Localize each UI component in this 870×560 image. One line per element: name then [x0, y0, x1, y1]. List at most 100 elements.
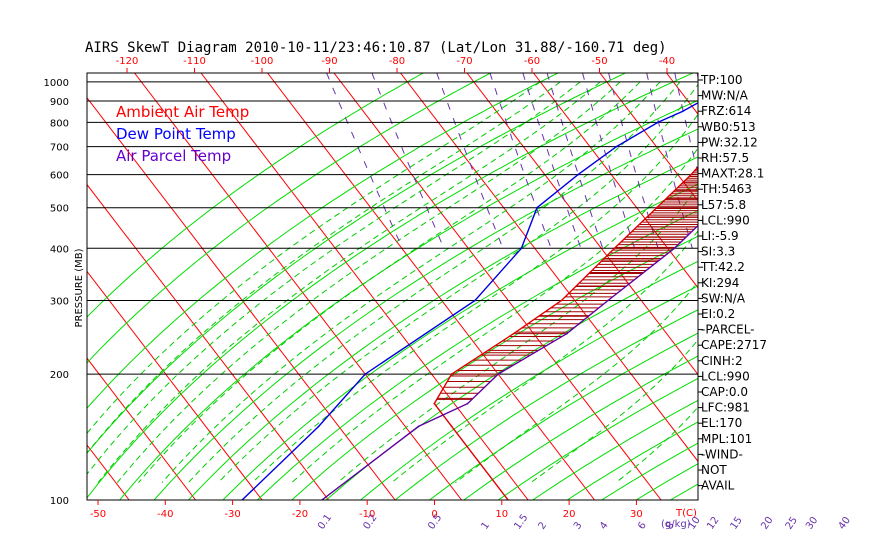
ambient-air-temp-point [613, 247, 616, 250]
moist-adiabat-line [87, 81, 541, 435]
dry-adiabat-line [774, 73, 870, 500]
dry-adiabat-line [739, 73, 870, 500]
mixing-ratio-tick-label: 4 [598, 520, 611, 532]
air-parcel-temp-point [607, 299, 609, 302]
isotherm-line [866, 73, 870, 500]
ambient-air-temp-point [560, 299, 563, 302]
legend-entry: Air Parcel Temp [116, 147, 231, 165]
dew-point-temp-point [536, 206, 538, 209]
dry-adiabat-line [360, 285, 698, 500]
moist-adiabat-line [827, 82, 870, 483]
index-label: L57:5.8 [701, 198, 746, 212]
dew-point-temp-point [615, 145, 618, 148]
x-axis-label: T(C) [675, 508, 697, 519]
air-parcel-temp-point [566, 332, 568, 335]
index-label: NOT [701, 463, 727, 477]
bottom-temp-tick-label: -10 [359, 509, 375, 520]
top-temp-tick-label: -100 [251, 56, 274, 67]
bottom-temp-tick-label: -40 [157, 509, 173, 520]
index-label: KI:294 [701, 276, 739, 290]
dry-adiabat-line [87, 73, 424, 318]
dry-adiabat-line [87, 73, 626, 454]
mixing-ratio-line [674, 73, 698, 176]
top-temp-tick-label: -50 [591, 56, 607, 67]
bottom-temp-tick-label: -20 [292, 509, 308, 520]
ambient-air-temp-point [433, 402, 436, 405]
mixing-ratio-line [815, 73, 842, 248]
isotherm-line [87, 270, 263, 500]
isotherm-line [267, 73, 595, 500]
mixing-ratio-line [794, 73, 824, 248]
index-label: SI:3.3 [701, 245, 735, 259]
top-temp-tick-label: -90 [321, 56, 337, 67]
bottom-temp-tick-label: 20 [563, 509, 576, 520]
dew-point-temp-line [241, 101, 698, 500]
air-parcel-temp-point [417, 425, 420, 428]
air-parcel-temp-point [766, 90, 768, 92]
mixing-ratio-tick-label: 20 [759, 515, 775, 532]
moist-adiabat-line [337, 185, 698, 484]
mixing-ratio-line [847, 73, 870, 248]
index-label: MAXT:28.1 [701, 167, 764, 181]
moist-adiabat-line [187, 81, 681, 484]
moist-adiabat-line [251, 113, 698, 484]
index-label: FRZ:614 [701, 104, 751, 118]
moist-adiabat-line [97, 81, 601, 484]
dew-point-temp-point [656, 121, 659, 124]
mixing-ratio-tick-label: 0.5 [426, 512, 444, 531]
ambient-air-temp-point [766, 81, 768, 83]
dry-adiabat-line [119, 99, 698, 500]
dry-adiabat-line [87, 73, 694, 499]
bottom-temp-tick-label: -30 [224, 509, 240, 520]
mixing-ratio-tick-label: 8 [664, 520, 677, 532]
top-temp-tick-label: -60 [524, 56, 540, 67]
pressure-tick-label: 400 [50, 244, 69, 255]
pressure-tick-label: 300 [50, 296, 69, 307]
top-temp-tick-label: -80 [389, 56, 405, 67]
index-label: CAPE:2717 [701, 338, 767, 352]
dew-point-temp-point [520, 247, 523, 250]
index-label: LI:-5.9 [701, 229, 739, 243]
bottom-temp-tick-label: -50 [90, 509, 106, 520]
isotherm-line [87, 357, 196, 500]
index-label: LCL:990 [701, 369, 750, 383]
mixing-ratio-tick-label: 2 [537, 520, 550, 532]
air-parcel-temp-point [755, 111, 757, 113]
ambient-air-temp-point [450, 373, 453, 375]
pressure-tick-label: 800 [50, 118, 69, 129]
pressure-tick-label: 900 [50, 97, 69, 108]
bottom-temp-tick-label: 30 [630, 509, 643, 520]
moist-adiabat-line [291, 147, 698, 484]
mixing-ratio-tick-label: 25 [784, 515, 800, 532]
dry-adiabat-line [463, 355, 698, 500]
index-label: EL:170 [701, 416, 742, 430]
moist-adiabat-line [116, 81, 621, 484]
y-axis-label: PRESSURE (MB) [74, 248, 85, 327]
top-temp-tick-label: -120 [116, 56, 139, 67]
mixing-ratio-tick-label: 15 [729, 515, 745, 532]
legend-entry: Ambient Air Temp [116, 103, 249, 121]
index-label: MPL:101 [701, 432, 752, 446]
plot-frame [86, 72, 699, 501]
air-parcel-temp-point [772, 81, 774, 83]
legend-entry: Dew Point Temp [116, 125, 236, 143]
moist-adiabat-line [771, 82, 870, 483]
air-parcel-temp-point [760, 100, 762, 102]
chart-title: AIRS SkewT Diagram 2010-10-11/23:46:10.8… [85, 40, 667, 56]
ambient-air-temp-point [655, 206, 658, 209]
dry-adiabat-line [87, 73, 491, 364]
index-label: -PARCEL- [701, 323, 755, 337]
dry-adiabat-line [257, 209, 698, 500]
top-temp-tick-label: -110 [183, 56, 206, 67]
pressure-tick-label: 200 [50, 370, 69, 381]
bottom-temp-tick-label: 10 [495, 509, 508, 520]
isotherm-line [400, 73, 698, 463]
ambient-air-temp-point [690, 173, 692, 176]
dry-adiabat-line [87, 73, 559, 409]
dry-adiabat-line [222, 183, 698, 500]
index-label: TH:5463 [700, 182, 752, 196]
mixing-ratio-tick-label: 1 [479, 520, 492, 532]
dew-point-temp-point [364, 373, 367, 375]
dry-adiabat-line [808, 73, 870, 500]
